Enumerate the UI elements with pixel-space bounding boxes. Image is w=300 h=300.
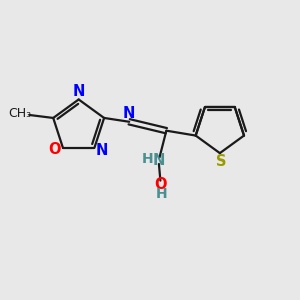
Text: N: N (73, 84, 85, 99)
Text: O: O (154, 177, 167, 192)
Text: O: O (48, 142, 61, 157)
Text: N: N (153, 153, 165, 168)
Text: S: S (216, 154, 226, 169)
Text: H: H (156, 187, 168, 201)
Text: N: N (122, 106, 135, 121)
Text: N: N (96, 143, 108, 158)
Text: CH₃: CH₃ (8, 107, 31, 120)
Text: H: H (142, 152, 153, 166)
